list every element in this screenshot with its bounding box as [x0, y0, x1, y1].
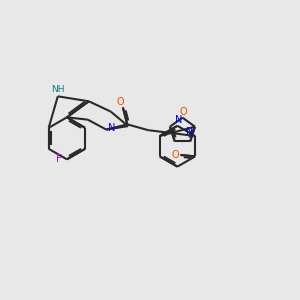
Text: F: F — [56, 154, 61, 164]
Text: N: N — [107, 123, 115, 133]
Text: O: O — [117, 97, 124, 107]
Text: NH: NH — [51, 85, 64, 94]
Text: O: O — [172, 150, 179, 160]
Text: N: N — [186, 128, 194, 137]
Text: O: O — [179, 107, 187, 117]
Text: N: N — [175, 115, 182, 125]
